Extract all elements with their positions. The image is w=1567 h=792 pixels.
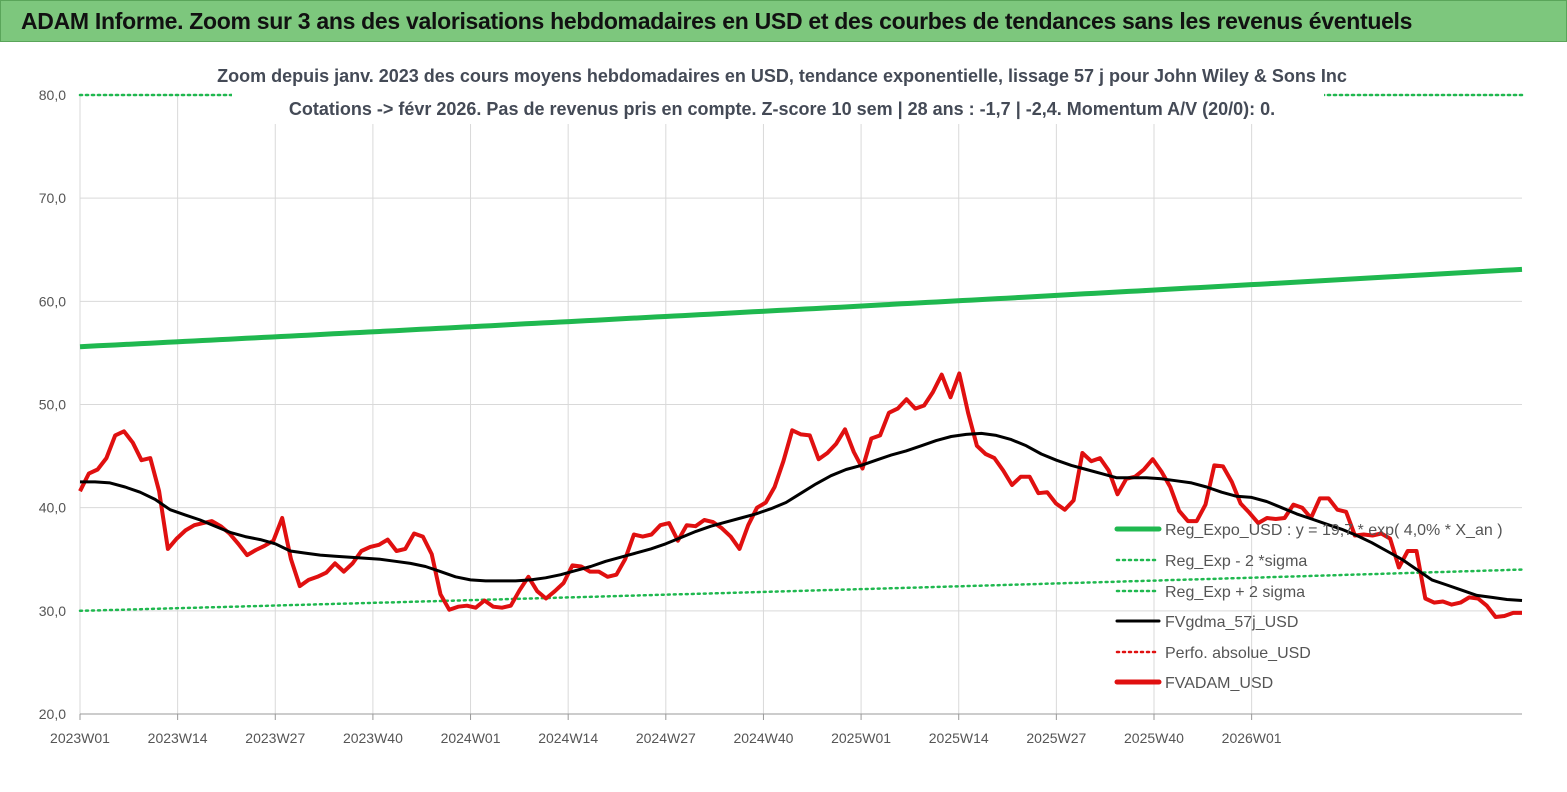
x-tick-label: 2023W27 xyxy=(245,730,305,746)
series-reg-expo-usd xyxy=(79,266,1523,350)
page-title: ADAM Informe. Zoom sur 3 ans des valoris… xyxy=(21,8,1413,34)
subtitle-backdrop xyxy=(232,48,1324,124)
chart-area: 20,0 30,0 40,0 50,0 60,0 70,0 80,0 2023W01 2023W… xyxy=(0,42,1567,792)
legend-label: FVADAM_USD xyxy=(1165,675,1273,692)
legend-label: Perfo. absolue_USD xyxy=(1165,645,1311,662)
chart-subtitle-line1: Zoom depuis janv. 2023 des cours moyens … xyxy=(217,66,1347,86)
legend-label: FVgdma_57j_USD xyxy=(1165,614,1298,631)
legend: Reg_Expo_USD : y = 19,7 * exp( 4,0% * X_… xyxy=(1114,522,1503,692)
legend-label: Reg_Exp + 2 sigma xyxy=(1165,584,1305,601)
x-tick-label: 2025W40 xyxy=(1124,730,1184,746)
chart-background xyxy=(0,42,1567,792)
legend-label: Reg_Expo_USD : y = 19,7 * exp( 4,0% * X_… xyxy=(1165,522,1503,539)
y-tick-label: 80,0 xyxy=(39,87,66,103)
x-tick-label: 2024W40 xyxy=(733,730,793,746)
x-tick-label: 2023W14 xyxy=(148,730,208,746)
y-tick-label: 20,0 xyxy=(39,706,66,722)
chart-subtitle-line2: Cotations -> févr 2026. Pas de revenus p… xyxy=(289,99,1275,119)
x-tick-label: 2025W14 xyxy=(929,730,989,746)
series-fvgdma-57j-usd xyxy=(80,431,1523,602)
y-tick-label: 60,0 xyxy=(39,293,66,309)
x-tick-label: 2025W27 xyxy=(1026,730,1086,746)
x-tick-label: 2023W40 xyxy=(343,730,403,746)
x-tick-label: 2025W01 xyxy=(831,730,891,746)
axis-layer: 20,0 30,0 40,0 50,0 60,0 70,0 80,0 2023W01 2023W… xyxy=(39,87,1522,746)
x-tick-label: 2026W01 xyxy=(1222,730,1282,746)
y-tick-label: 30,0 xyxy=(39,603,66,619)
x-tick-label: 2024W01 xyxy=(441,730,501,746)
y-tick-label: 70,0 xyxy=(39,190,66,206)
banner: ADAM Informe. Zoom sur 3 ans des valoris… xyxy=(0,0,1567,42)
x-tick-label: 2024W27 xyxy=(636,730,696,746)
grid-layer xyxy=(79,94,1522,715)
series-reg-exp-minus-2-sigma xyxy=(78,568,1524,613)
chart-svg: 20,0 30,0 40,0 50,0 60,0 70,0 80,0 2023W01 2023W… xyxy=(0,42,1567,792)
x-tick-label: 2024W14 xyxy=(538,730,598,746)
series-fvadam-usd xyxy=(78,371,1522,619)
y-tick-label: 50,0 xyxy=(39,397,66,413)
x-tick-label: 2023W01 xyxy=(50,730,110,746)
y-tick-label: 40,0 xyxy=(39,500,66,516)
legend-label: Reg_Exp - 2 *sigma xyxy=(1165,553,1307,570)
